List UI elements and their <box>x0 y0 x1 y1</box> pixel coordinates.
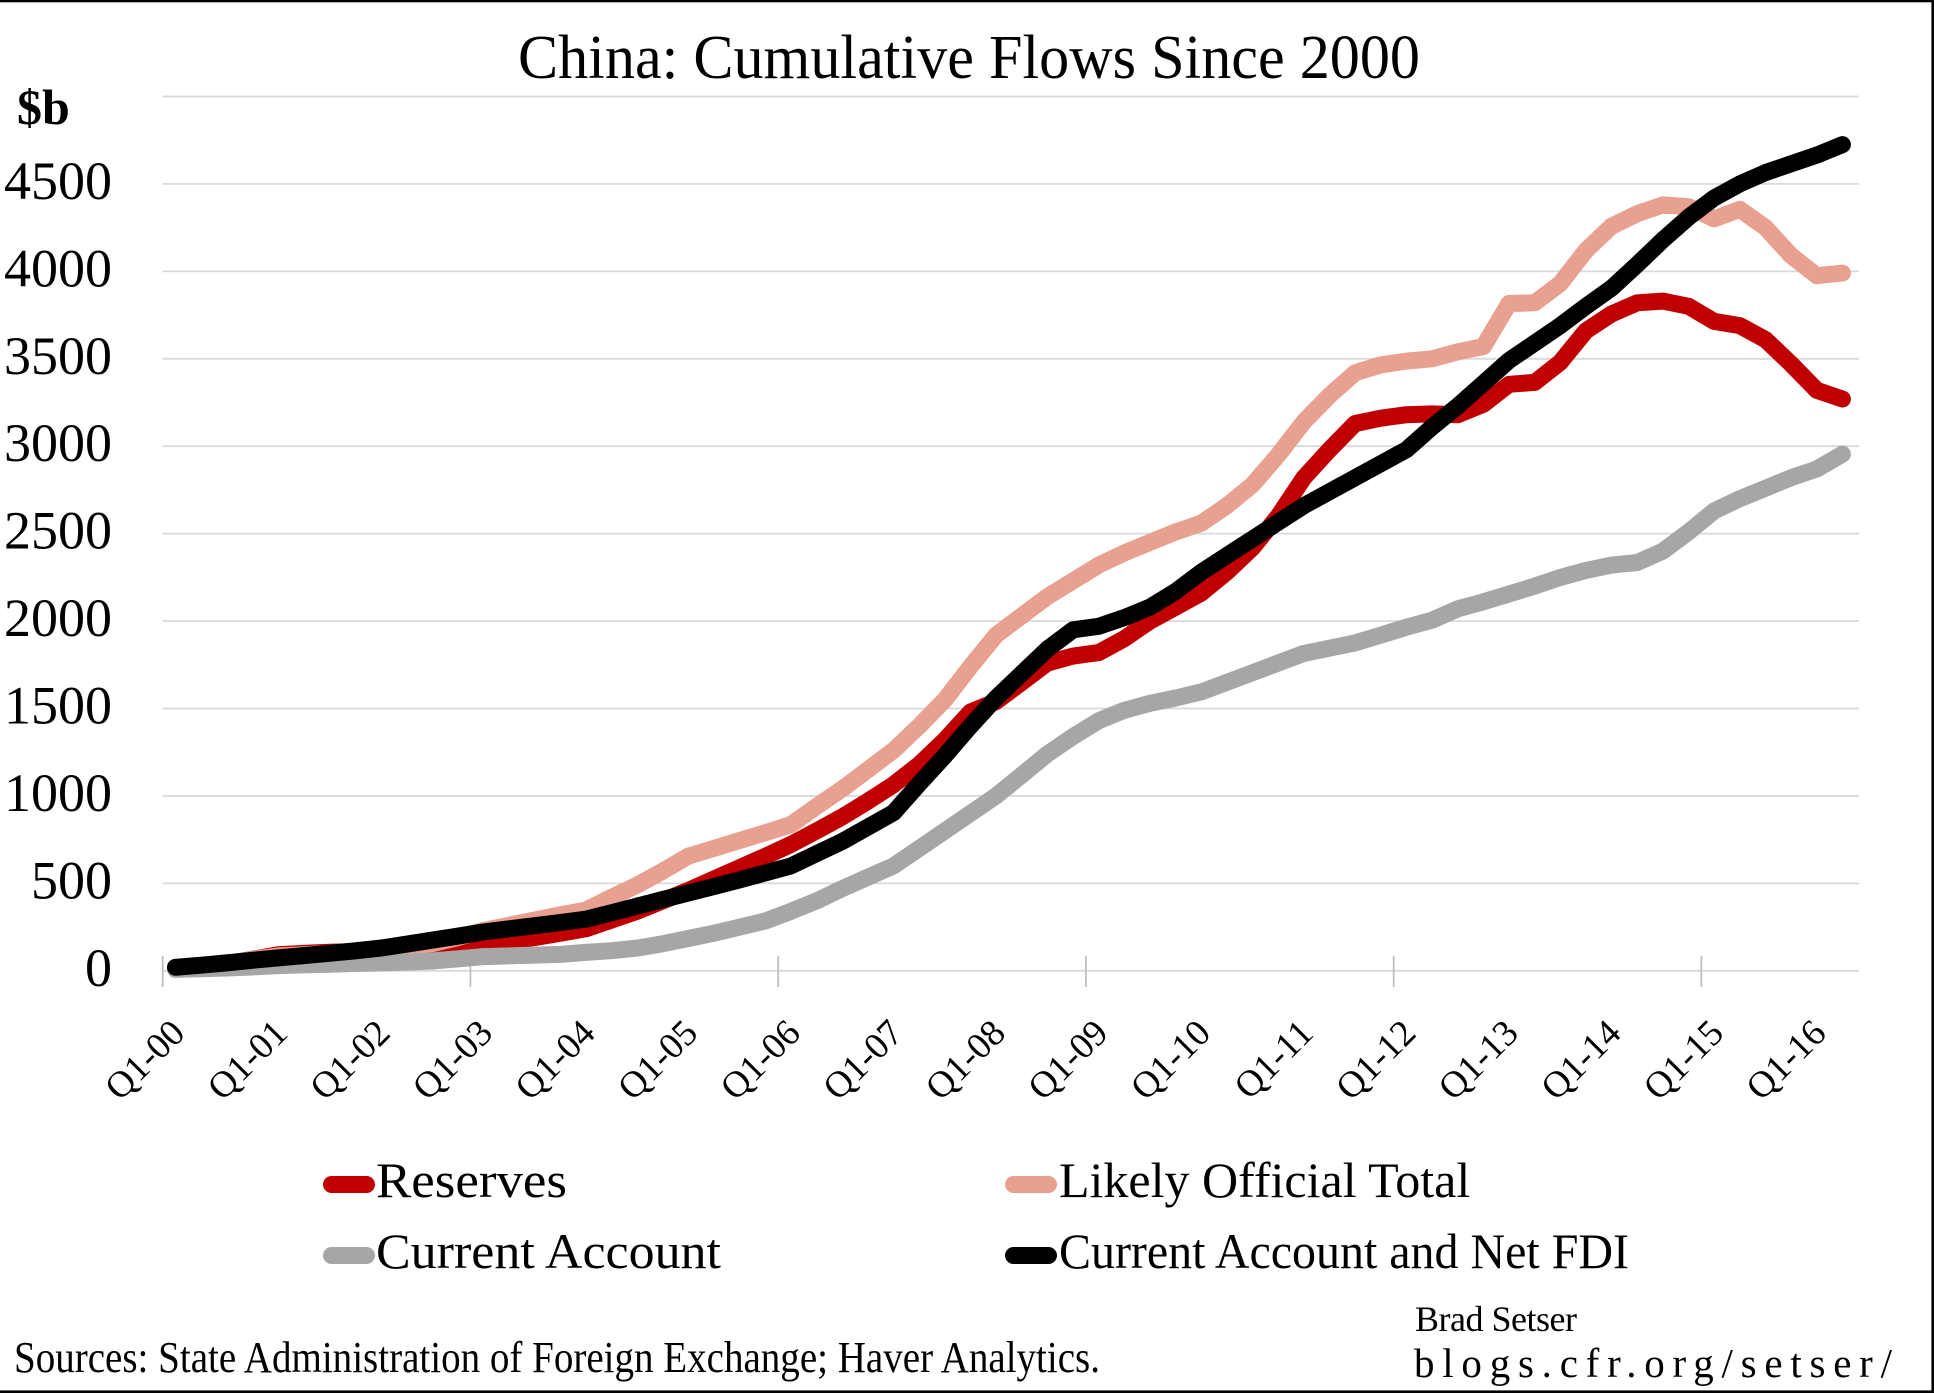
svg-text:China: Cumulative Flows Since: China: Cumulative Flows Since 2000 <box>518 24 1420 92</box>
svg-text:1000: 1000 <box>4 763 112 823</box>
svg-text:500: 500 <box>31 850 112 910</box>
svg-text:Current Account: Current Account <box>376 1223 721 1279</box>
svg-text:3000: 3000 <box>4 413 112 473</box>
svg-text:2500: 2500 <box>4 501 112 561</box>
svg-text:4000: 4000 <box>4 238 112 298</box>
svg-text:2000: 2000 <box>4 588 112 648</box>
svg-text:Brad Setser: Brad Setser <box>1415 1299 1577 1339</box>
svg-text:Current Account and Net FDI: Current Account and Net FDI <box>1059 1223 1629 1279</box>
svg-text:Sources: State Administration: Sources: State Administration of Foreign… <box>14 1333 1100 1382</box>
svg-text:1500: 1500 <box>4 676 112 736</box>
svg-text:4500: 4500 <box>4 151 112 211</box>
svg-text:3500: 3500 <box>4 326 112 386</box>
svg-text:0: 0 <box>85 938 112 998</box>
svg-text:$b: $b <box>17 79 70 135</box>
svg-text:Likely Official Total: Likely Official Total <box>1059 1152 1470 1208</box>
svg-text:blogs.cfr.org/setser/: blogs.cfr.org/setser/ <box>1414 1340 1893 1386</box>
svg-text:Reserves: Reserves <box>376 1152 567 1208</box>
